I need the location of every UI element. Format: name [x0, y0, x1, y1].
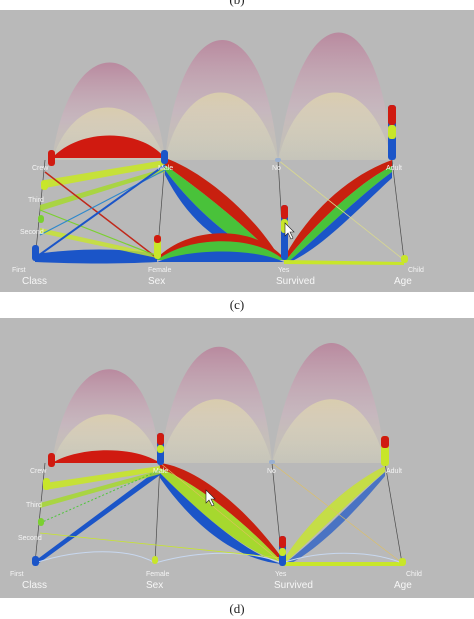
category-label: Child [406, 571, 422, 578]
axis-title-class: Class [22, 276, 47, 287]
category-label: Crew [30, 468, 47, 475]
category-label: Yes [278, 267, 290, 274]
ribbons [34, 135, 405, 265]
axis-title-age: Age [394, 276, 412, 287]
category-label: Yes [275, 571, 287, 578]
axis-title-class: Class [22, 580, 47, 591]
category-label: Adult [386, 165, 402, 172]
axis-title-survived: Survived [274, 580, 313, 591]
category-label: First [12, 267, 26, 274]
ribbons [34, 450, 403, 566]
caption-c: (c) [229, 297, 245, 312]
cursor-icon [205, 489, 216, 507]
axis-title-survived: Survived [276, 276, 315, 287]
cylinders [32, 105, 408, 263]
cylinders [32, 433, 406, 566]
category-label: Third [26, 502, 42, 509]
caption-d: (d) [229, 601, 245, 616]
back-arcs [52, 343, 385, 463]
panel-d: Crew Third Second First Male Female No Y… [0, 318, 474, 598]
category-label: Second [18, 535, 42, 542]
category-label: Male [153, 468, 168, 475]
axis-title-age: Age [394, 580, 412, 591]
category-label: Female [148, 267, 171, 274]
category-label: No [267, 468, 276, 475]
caption-b: (b) [0, 0, 474, 8]
category-label: Child [408, 267, 424, 274]
axis-title-sex: Sex [146, 580, 163, 591]
panel-c: Crew Third Second First Male Female No Y… [0, 10, 474, 292]
category-label: Third [28, 197, 44, 204]
cursor-icon [284, 222, 295, 240]
axis-title-sex: Sex [148, 276, 165, 287]
category-label: Male [158, 165, 173, 172]
category-label: First [10, 571, 24, 578]
parallel-sets-diagram-c: Crew Third Second First Male Female No Y… [12, 32, 424, 287]
category-label: Female [146, 571, 169, 578]
parallel-sets-diagram-d: Crew Third Second First Male Female No Y… [10, 343, 422, 591]
category-label: No [272, 165, 281, 172]
category-label: Adult [386, 468, 402, 475]
category-label: Second [20, 229, 44, 236]
category-label: Crew [32, 165, 49, 172]
